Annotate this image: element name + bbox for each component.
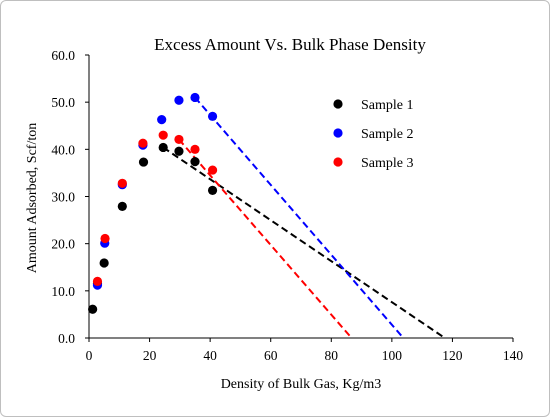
trend-line — [194, 96, 405, 339]
x-tick-label: 80 — [325, 348, 339, 363]
x-tick-label: 40 — [203, 348, 217, 363]
legend: Sample 1 Sample 2 Sample 3 — [333, 98, 414, 171]
y-tick-label: 40.0 — [51, 142, 75, 157]
y-tick-label: 20.0 — [51, 237, 75, 252]
trend-line — [178, 138, 353, 339]
y-tick-label: 0.0 — [58, 331, 75, 346]
data-point — [138, 157, 149, 167]
data-point — [190, 92, 200, 103]
y-tick-label: 10.0 — [51, 284, 75, 299]
legend-label: Sample 3 — [361, 156, 414, 171]
y-tick-label: 30.0 — [51, 190, 75, 205]
x-tick-label: 20 — [143, 348, 157, 363]
y-tick-label: 50.0 — [51, 95, 75, 110]
axes — [88, 55, 513, 339]
legend-marker — [333, 128, 343, 138]
x-tick-labels: 0 20 40 60 80 100 120 140 — [86, 338, 524, 363]
data-point — [190, 156, 200, 167]
x-tick-label: 140 — [503, 348, 524, 363]
y-axis-label: Amount Adsorbed, Scf/ton — [25, 123, 40, 274]
data-point — [117, 201, 127, 212]
x-tick-label: 120 — [442, 348, 463, 363]
data-points — [88, 92, 218, 314]
data-point — [158, 142, 168, 153]
data-point — [158, 130, 168, 140]
data-point — [157, 115, 167, 125]
x-tick-label: 100 — [382, 348, 403, 363]
data-point — [207, 185, 218, 195]
x-tick-label: 0 — [86, 348, 93, 363]
y-tick-label: 60.0 — [51, 48, 75, 63]
data-point — [207, 165, 218, 175]
data-point — [92, 276, 103, 286]
data-point — [207, 111, 218, 121]
legend-label: Sample 1 — [361, 98, 414, 113]
data-point — [117, 178, 127, 188]
legend-marker — [333, 99, 343, 109]
x-tick-label: 60 — [264, 348, 278, 363]
data-point — [174, 134, 184, 145]
legend-label: Sample 2 — [361, 127, 414, 142]
x-axis-label: Density of Bulk Gas, Kg/m3 — [221, 377, 382, 392]
data-point — [100, 233, 110, 244]
data-point — [174, 95, 184, 105]
chart-title: Excess Amount Vs. Bulk Phase Density — [154, 35, 426, 54]
trend-line — [162, 146, 446, 339]
trend-lines — [162, 96, 446, 339]
data-point — [88, 304, 98, 314]
data-point — [190, 144, 200, 154]
data-point — [138, 138, 148, 148]
y-tick-labels: 0.0 10.0 20.0 30.0 40.0 50.0 60.0 — [51, 48, 89, 346]
data-point — [174, 146, 184, 156]
legend-marker — [333, 157, 343, 167]
data-point — [99, 258, 109, 268]
